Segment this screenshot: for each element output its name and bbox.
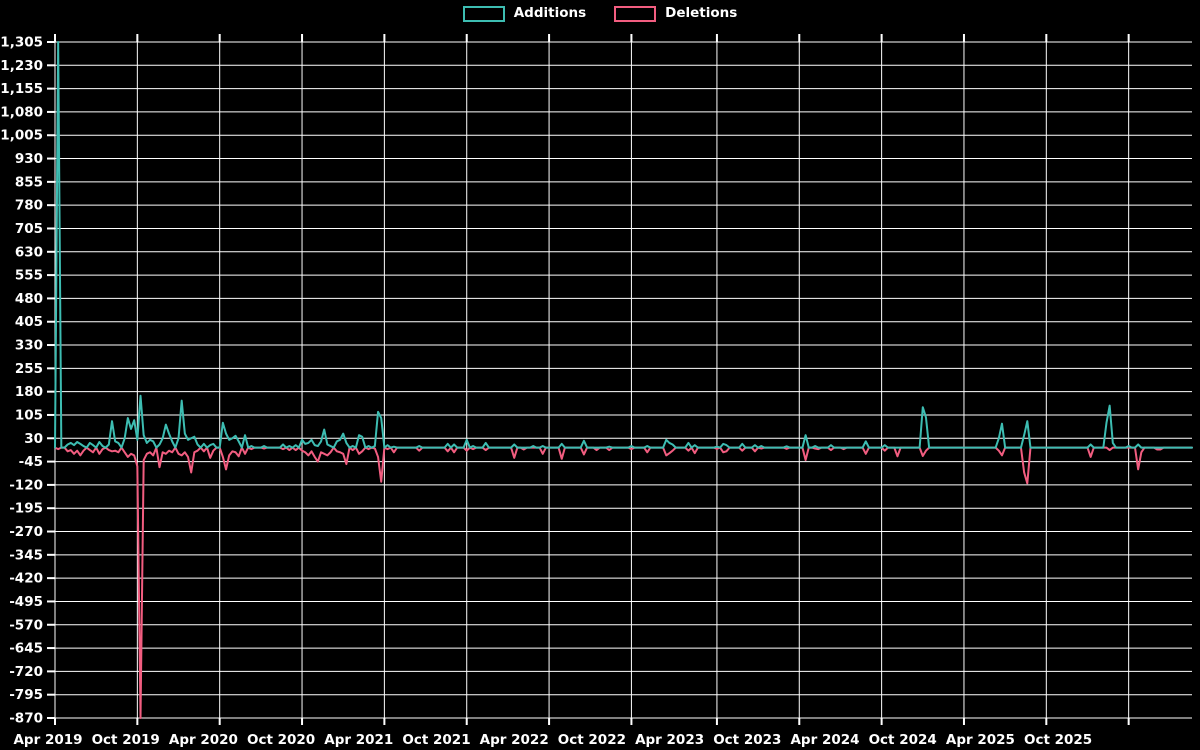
deletions-legend-label: Deletions (665, 5, 738, 22)
y-tick-label: -420 (9, 571, 43, 587)
y-tick-label: -195 (9, 501, 43, 517)
x-tick-label: Oct 2025 (1024, 732, 1092, 748)
y-tick-label: -720 (9, 664, 43, 680)
x-tick-label: Apr 2024 (790, 732, 859, 748)
y-tick-label: 555 (15, 268, 43, 284)
additions-swatch (462, 6, 505, 22)
y-tick-label: -870 (9, 711, 43, 727)
y-tick-label: -45 (19, 454, 43, 470)
y-tick-label: 930 (15, 151, 43, 167)
y-tick-label: 1,230 (0, 58, 43, 74)
x-tick-label: Apr 2022 (480, 732, 549, 748)
y-tick-label: 1,080 (0, 104, 43, 120)
deletions-line (54, 446, 1193, 719)
additions-legend-label: Additions (513, 5, 587, 22)
y-tick-label: 180 (15, 384, 43, 400)
y-tick-label: -495 (9, 594, 43, 610)
y-tick-label: 780 (15, 198, 43, 214)
y-tick-label: 705 (15, 221, 43, 237)
y-tick-label: 30 (24, 431, 43, 447)
y-tick-label: -120 (9, 477, 43, 493)
x-tick-label: Oct 2024 (869, 732, 937, 748)
y-tick-label: 1,005 (0, 128, 43, 144)
x-tick-label: Oct 2019 (92, 732, 160, 748)
legend-item-additions[interactable]: Additions (462, 5, 587, 22)
y-tick-label: 855 (15, 174, 43, 190)
x-tick-label: Oct 2022 (558, 732, 626, 748)
x-tick-label: Oct 2020 (247, 732, 315, 748)
x-tick-label: Apr 2020 (169, 732, 238, 748)
y-tick-label: 105 (15, 407, 43, 423)
y-tick-label: 1,155 (0, 81, 43, 97)
legend-item-deletions[interactable]: Deletions (614, 6, 737, 22)
deletions-swatch (614, 6, 657, 22)
y-tick-label: -345 (9, 547, 43, 563)
y-tick-label: 255 (15, 361, 43, 377)
chart-legend: Additions Deletions (0, 6, 1200, 22)
y-tick-label: 630 (15, 244, 43, 260)
x-tick-label: Apr 2019 (13, 732, 82, 748)
y-tick-label: 480 (15, 291, 43, 307)
additions-line (54, 41, 1193, 449)
y-tick-label: 405 (15, 314, 43, 330)
x-tick-label: Oct 2021 (402, 732, 470, 748)
x-tick-label: Oct 2023 (713, 732, 781, 748)
x-tick-label: Apr 2023 (635, 732, 704, 748)
y-tick-label: -645 (9, 641, 43, 657)
y-tick-label: 1,305 (0, 35, 43, 51)
x-tick-label: Apr 2021 (324, 732, 393, 748)
x-tick-label: Apr 2025 (946, 732, 1015, 748)
y-tick-label: 330 (15, 338, 43, 354)
y-tick-label: -570 (9, 617, 43, 633)
y-tick-label: -795 (9, 687, 43, 703)
y-tick-label: -270 (9, 524, 43, 540)
